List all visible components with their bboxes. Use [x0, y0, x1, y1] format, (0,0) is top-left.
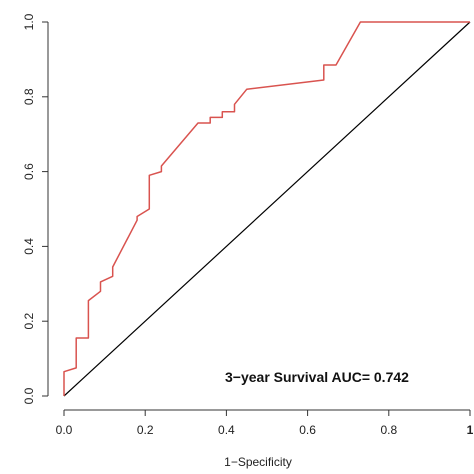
roc-curve-line [63, 21, 470, 396]
axes: 0.0 0.2 0.4 0.6 0.8 1.0 0.0 0.2 0.4 0.6 0.8 1 [22, 13, 473, 437]
y-tick-label: 0.0 [22, 387, 36, 404]
x-tick-label: 0.2 [137, 423, 154, 437]
x-tick-label: 0.6 [299, 423, 316, 437]
x-tick-label: 0.0 [56, 423, 73, 437]
x-tick-label: 0.8 [380, 423, 397, 437]
y-tick-label: 0.8 [22, 88, 36, 105]
x-tick-label: 0.4 [218, 423, 235, 437]
y-tick-label: 1.0 [22, 13, 36, 30]
x-tick-label: 1 [467, 423, 474, 437]
y-tick-label: 0.4 [22, 238, 36, 255]
reference-diagonal [63, 21, 471, 397]
reference-line [63, 21, 471, 397]
auc-annotation: 3−year Survival AUC= 0.742 [225, 369, 409, 385]
y-tick-label: 0.2 [22, 313, 36, 330]
roc-curve [63, 21, 470, 396]
x-axis-title: 1−Specificity [224, 455, 292, 469]
y-tick-label: 0.6 [22, 163, 36, 180]
